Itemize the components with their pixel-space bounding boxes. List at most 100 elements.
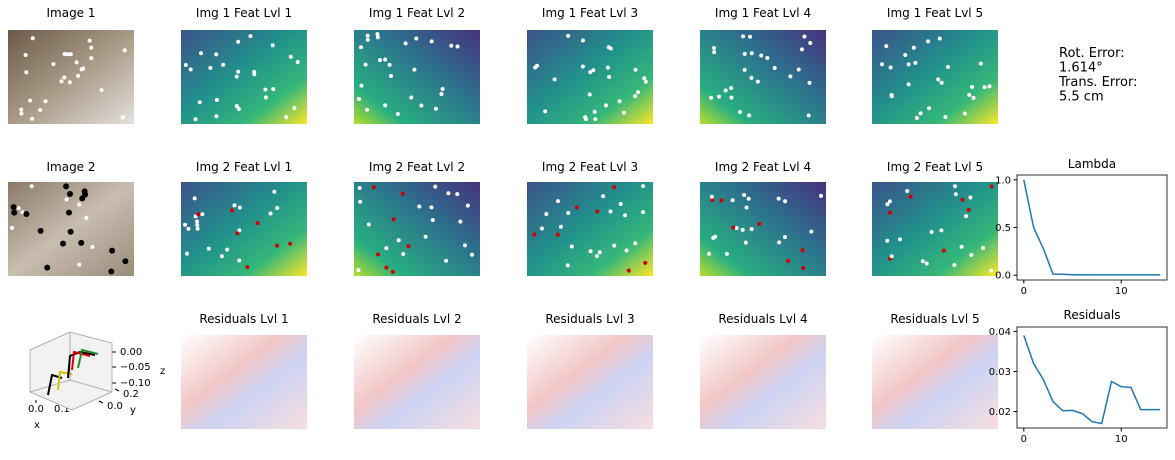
keypoint	[967, 208, 971, 212]
keypoint	[619, 202, 623, 206]
panel-image	[872, 335, 998, 429]
keypoint	[456, 45, 460, 49]
keypoint	[808, 81, 812, 85]
keypoint	[939, 228, 943, 232]
keypoint	[24, 53, 28, 57]
keypoint	[439, 92, 443, 96]
x-axis-label: x	[34, 420, 40, 431]
keypoint	[588, 70, 592, 74]
keypoint	[77, 203, 81, 207]
x-tick-label: 10	[1115, 286, 1128, 297]
keypoint	[19, 112, 23, 116]
keypoint	[743, 52, 747, 56]
keypoint	[797, 67, 801, 71]
keypoint	[607, 75, 611, 79]
keypoint	[359, 84, 363, 88]
keypoint	[10, 226, 14, 230]
panel-image	[527, 182, 653, 276]
plot-frame	[1017, 175, 1167, 280]
keypoint	[196, 227, 200, 231]
keypoint	[747, 197, 751, 201]
panel-title: Img 1 Feat Lvl 4	[715, 6, 811, 20]
keypoint	[417, 205, 421, 209]
keypoint	[912, 46, 916, 50]
keypoint	[885, 239, 889, 243]
error-line: 5.5 cm	[1059, 90, 1104, 105]
keypoint	[232, 203, 236, 207]
keypoint	[195, 223, 199, 227]
keypoint	[625, 249, 629, 253]
keypoint	[990, 184, 994, 188]
keypoint	[356, 268, 360, 272]
keypoint	[788, 74, 792, 78]
keypoint	[65, 197, 69, 201]
keypoint	[388, 63, 392, 67]
keypoint	[66, 52, 70, 56]
keypoint	[989, 269, 993, 273]
keypoint	[434, 107, 438, 111]
keypoint	[889, 66, 893, 70]
keypoint	[245, 265, 249, 269]
keypoint	[777, 197, 781, 201]
keypoint	[357, 97, 361, 101]
keypoint	[76, 74, 80, 78]
panel-title: Img 1 Feat Lvl 1	[196, 6, 292, 20]
keypoint	[271, 87, 275, 91]
keypoint	[220, 254, 224, 258]
error-line: Trans. Error:	[1058, 75, 1137, 90]
keypoint	[358, 186, 362, 190]
keypoint	[82, 188, 88, 194]
keypoint	[89, 56, 93, 60]
keypoint	[581, 64, 585, 68]
keypoint	[593, 117, 597, 121]
keypoint	[533, 65, 537, 69]
plot-frame	[1017, 327, 1167, 428]
keypoint	[414, 36, 418, 40]
keypoint	[28, 98, 32, 102]
keypoint	[783, 235, 787, 239]
keypoint	[971, 96, 975, 100]
keypoint	[407, 244, 411, 248]
figure: Image 1Img 1 Feat Lvl 1Img 1 Feat Lvl 2I…	[0, 0, 1175, 460]
keypoint	[193, 196, 197, 200]
keypoint	[296, 60, 300, 64]
keypoint	[936, 77, 940, 81]
panel-title: Img 1 Feat Lvl 3	[542, 6, 638, 20]
keypoint	[968, 196, 972, 200]
keypoint	[88, 39, 92, 43]
keypoint	[366, 34, 370, 38]
keypoint	[981, 246, 985, 250]
keypoint	[765, 56, 769, 60]
keypoint	[808, 41, 812, 45]
keypoint	[884, 44, 888, 48]
keypoint	[946, 65, 950, 69]
keypoint	[186, 227, 190, 231]
keypoint	[30, 117, 34, 121]
keypoint	[983, 85, 987, 89]
keypoint	[925, 262, 929, 266]
keypoint	[31, 36, 35, 40]
panel-title: Residuals Lvl 1	[199, 312, 288, 326]
keypoint	[584, 117, 588, 121]
keypoint	[532, 232, 536, 236]
keypoint	[927, 106, 931, 110]
keypoint	[225, 248, 229, 252]
keypoint	[888, 199, 892, 203]
keypoint	[288, 242, 292, 246]
keypoint	[63, 183, 69, 189]
keypoint	[773, 66, 777, 70]
panel-image	[181, 182, 307, 276]
keypoint	[236, 70, 240, 74]
keypoint	[801, 248, 805, 252]
keypoint	[372, 185, 376, 189]
keypoint	[271, 43, 275, 47]
keypoint	[913, 61, 917, 65]
panel-title: Residuals Lvl 5	[890, 312, 979, 326]
keypoint	[292, 106, 296, 110]
keypoint	[404, 41, 408, 45]
keypoint	[964, 214, 968, 218]
keypoint	[633, 241, 637, 245]
keypoint	[60, 241, 66, 247]
keypoint	[750, 227, 754, 231]
keypoint	[412, 68, 416, 72]
